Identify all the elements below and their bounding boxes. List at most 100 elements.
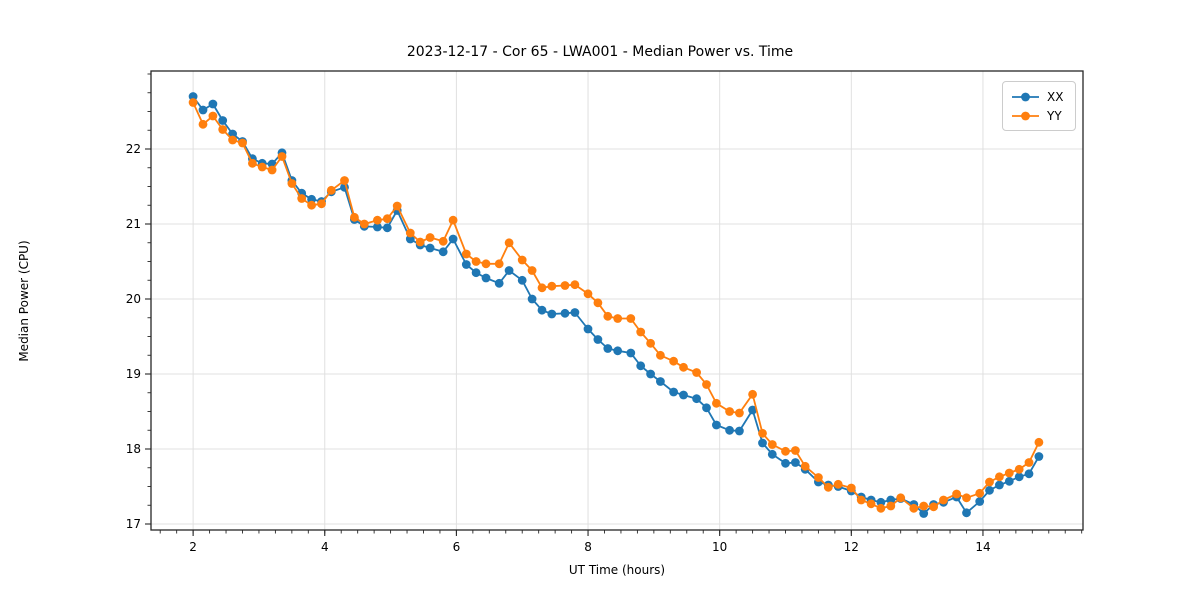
plot-border	[150, 70, 1084, 531]
data-point	[504, 238, 514, 248]
x-tick-label: 14	[975, 540, 990, 554]
data-point	[613, 314, 623, 323]
data-point	[856, 495, 866, 505]
data-point	[448, 234, 458, 244]
data-point	[517, 275, 527, 285]
data-point	[287, 179, 297, 188]
data-point	[494, 259, 504, 269]
data-point	[725, 407, 734, 416]
data-point	[382, 214, 392, 224]
data-point	[425, 233, 435, 242]
data-point	[448, 215, 458, 225]
y-tick-label: 20	[126, 292, 141, 306]
data-point	[504, 266, 514, 275]
series-xx-markers	[188, 92, 1044, 518]
data-point	[350, 212, 359, 222]
data-point	[373, 215, 382, 225]
data-point	[919, 509, 929, 518]
data-point	[359, 219, 369, 229]
legend-item-yy: YY	[1011, 106, 1067, 125]
data-point	[392, 201, 402, 211]
x-tick-label: 12	[844, 540, 859, 554]
data-point	[188, 98, 198, 107]
legend-yy-line-icon	[1012, 111, 1039, 120]
data-point	[929, 502, 938, 512]
data-point	[593, 298, 603, 308]
x-tick-label: 10	[712, 540, 727, 554]
data-point	[438, 236, 448, 246]
data-point	[438, 247, 448, 257]
y-tick-label: 22	[126, 142, 141, 156]
data-point	[735, 408, 744, 418]
data-point	[560, 281, 570, 290]
data-point	[1004, 476, 1014, 486]
data-point	[373, 222, 382, 232]
data-point	[626, 348, 636, 358]
data-point	[603, 311, 613, 321]
data-point	[669, 387, 678, 397]
y-tick-label: 21	[126, 217, 141, 231]
data-point	[248, 158, 257, 168]
data-point	[257, 162, 267, 172]
data-point	[613, 346, 623, 356]
data-point	[481, 273, 491, 283]
data-point	[267, 165, 277, 175]
data-point	[712, 398, 721, 408]
data-point	[297, 194, 307, 203]
data-point	[583, 289, 593, 299]
data-point	[425, 243, 435, 253]
x-tick-label: 8	[584, 540, 592, 554]
data-point	[626, 314, 636, 323]
data-point	[985, 485, 994, 495]
data-point	[975, 488, 985, 498]
data-point	[781, 446, 790, 456]
data-point	[985, 477, 994, 487]
data-point	[517, 255, 527, 265]
legend-label-xx: XX	[1047, 89, 1064, 104]
data-point	[866, 499, 876, 509]
data-point	[218, 125, 228, 134]
x-tick-label: 4	[321, 540, 329, 554]
data-point	[896, 493, 906, 503]
data-point	[1034, 452, 1044, 461]
data-point	[876, 503, 886, 513]
data-point	[340, 176, 349, 185]
legend-label-yy: YY	[1047, 108, 1062, 123]
data-point	[1034, 437, 1044, 447]
data-point	[1014, 464, 1024, 474]
data-point	[886, 501, 896, 511]
data-point	[748, 405, 757, 415]
data-point	[570, 280, 580, 290]
data-point	[277, 152, 287, 161]
data-point	[814, 473, 823, 482]
data-point	[656, 350, 665, 360]
data-point	[833, 479, 843, 489]
chart-title: 2023-12-17 - Cor 65 - LWA001 - Median Po…	[406, 44, 794, 60]
data-point	[471, 257, 481, 266]
data-point	[208, 99, 218, 109]
data-point	[317, 199, 326, 209]
data-point	[692, 394, 701, 404]
data-point	[228, 135, 238, 145]
data-point	[461, 249, 471, 259]
data-point	[791, 458, 800, 467]
data-point	[679, 390, 688, 400]
data-point	[758, 428, 767, 438]
legend-xx-line-icon	[1012, 92, 1039, 101]
data-point	[781, 458, 790, 468]
data-point	[461, 260, 471, 269]
data-point	[725, 425, 734, 435]
y-tick-label: 17	[126, 517, 141, 531]
data-point	[952, 489, 961, 499]
data-point	[527, 266, 537, 275]
data-point	[767, 440, 777, 449]
data-point	[405, 228, 415, 238]
data-point	[1024, 469, 1034, 479]
data-point	[636, 327, 646, 337]
data-point	[494, 278, 504, 288]
data-point	[962, 508, 971, 518]
data-point	[527, 294, 537, 304]
data-point	[962, 493, 971, 503]
